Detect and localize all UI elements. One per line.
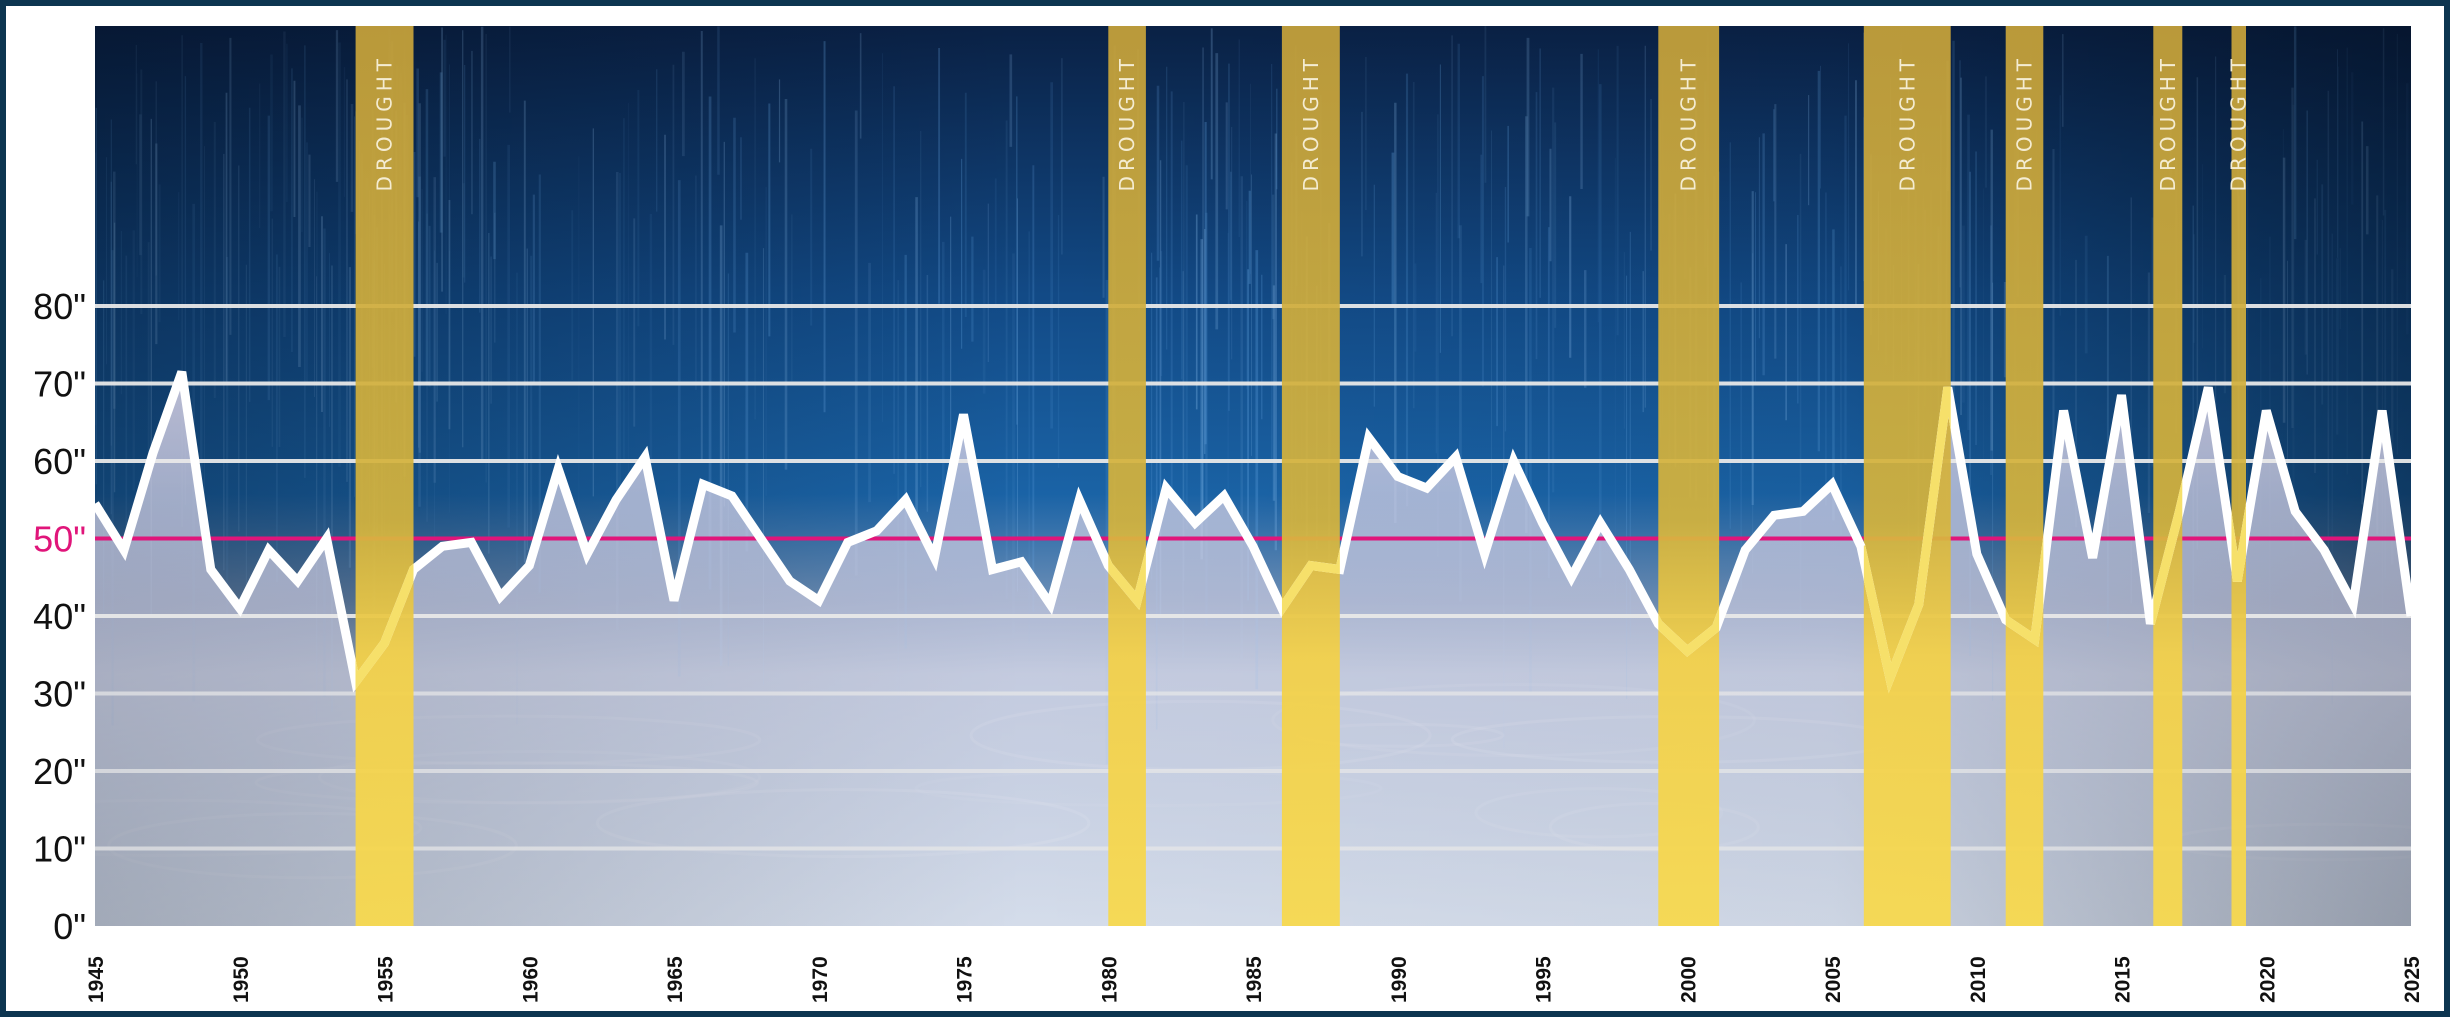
- rainfall-line-drought-5: [1863, 386, 1951, 694]
- x-tick-label-1955: 1955: [375, 956, 398, 1003]
- drought-label-6: DROUGHT: [2013, 54, 2037, 191]
- y-tick-label-30: 30": [33, 674, 86, 715]
- y-tick-label-60: 60": [33, 441, 86, 482]
- drought-band-4: [1658, 26, 1720, 926]
- rainfall-line-drought-6: [2005, 535, 2044, 648]
- drought-label-5: DROUGHT: [1895, 54, 1919, 191]
- rainfall-area-fill: [95, 371, 2411, 926]
- drought-band-1: [355, 26, 414, 926]
- rainfall-line-layer: [91, 370, 2416, 694]
- x-tick-label-1965: 1965: [664, 956, 687, 1003]
- x-tick-label-1960: 1960: [519, 956, 542, 1003]
- x-tick-label-1950: 1950: [230, 956, 253, 1003]
- x-tick-label-1985: 1985: [1243, 956, 1266, 1003]
- rainfall-line-drought-7: [2153, 479, 2183, 625]
- x-tick-label-2000: 2000: [1677, 956, 1700, 1003]
- rainfall-chart: DROUGHT DROUGHT DROUGHT DROUGHT DROUGHT DROUG…: [33, 26, 2424, 1003]
- drought-band-6: [2005, 26, 2044, 926]
- drought-label-7: DROUGHT: [2156, 54, 2180, 191]
- y-tick-label-10: 10": [33, 829, 86, 870]
- x-tick-label-2005: 2005: [1822, 956, 1845, 1003]
- drought-bands: DROUGHT DROUGHT DROUGHT DROUGHT DROUGHT DROUG…: [355, 26, 2251, 926]
- y-tick-label-0: 0": [53, 906, 86, 947]
- rainfall-line-drought-2: [1108, 548, 1146, 611]
- x-tick-label-1995: 1995: [1533, 956, 1556, 1003]
- x-tick-label-1990: 1990: [1388, 956, 1411, 1003]
- drought-label-2: DROUGHT: [1115, 54, 1139, 191]
- x-tick-label-2010: 2010: [1967, 956, 1990, 1003]
- drought-label-8: DROUGHT: [2227, 54, 2251, 191]
- y-tick-label-70: 70": [33, 364, 86, 405]
- rainfall-line-drought-8: [2231, 503, 2246, 582]
- drought-label-1: DROUGHT: [373, 54, 397, 191]
- x-tick-label-2020: 2020: [2256, 956, 2279, 1003]
- rainfall-line-drought-4: [1658, 607, 1720, 657]
- x-tick-label-2025: 2025: [2401, 956, 2424, 1003]
- drought-label-4: DROUGHT: [1677, 54, 1701, 191]
- rainfall-area: [95, 371, 2411, 926]
- drought-band-7: [2153, 26, 2183, 926]
- y-axis: 0" 10" 20" 30" 40" 50" 60" 70" 80": [33, 286, 86, 947]
- chart-card: DROUGHT DROUGHT DROUGHT DROUGHT DROUGHT DROUG…: [6, 6, 2444, 1011]
- x-tick-label-1975: 1975: [954, 956, 977, 1003]
- x-tick-label-1980: 1980: [1098, 956, 1121, 1003]
- x-axis: 1945 1950 1955 1960 1965 1970 1975 1980 1985 1990…: [85, 956, 2424, 1003]
- rainfall-line-drought-1: [355, 563, 414, 690]
- drought-band-3: [1281, 26, 1340, 926]
- drought-band-8: [2231, 26, 2246, 926]
- drought-band-2: [1108, 26, 1146, 926]
- x-tick-label-1945: 1945: [85, 956, 108, 1003]
- x-tick-label-1970: 1970: [809, 956, 832, 1003]
- y-tick-label-80: 80": [33, 286, 86, 327]
- y-tick-label-20: 20": [33, 751, 86, 792]
- y-tick-label-40: 40": [33, 596, 86, 637]
- x-tick-label-2015: 2015: [2112, 956, 2135, 1003]
- rainfall-line-drought-3: [1281, 548, 1340, 617]
- y-tick-label-50: 50": [33, 519, 86, 560]
- drought-label-3: DROUGHT: [1299, 54, 1323, 191]
